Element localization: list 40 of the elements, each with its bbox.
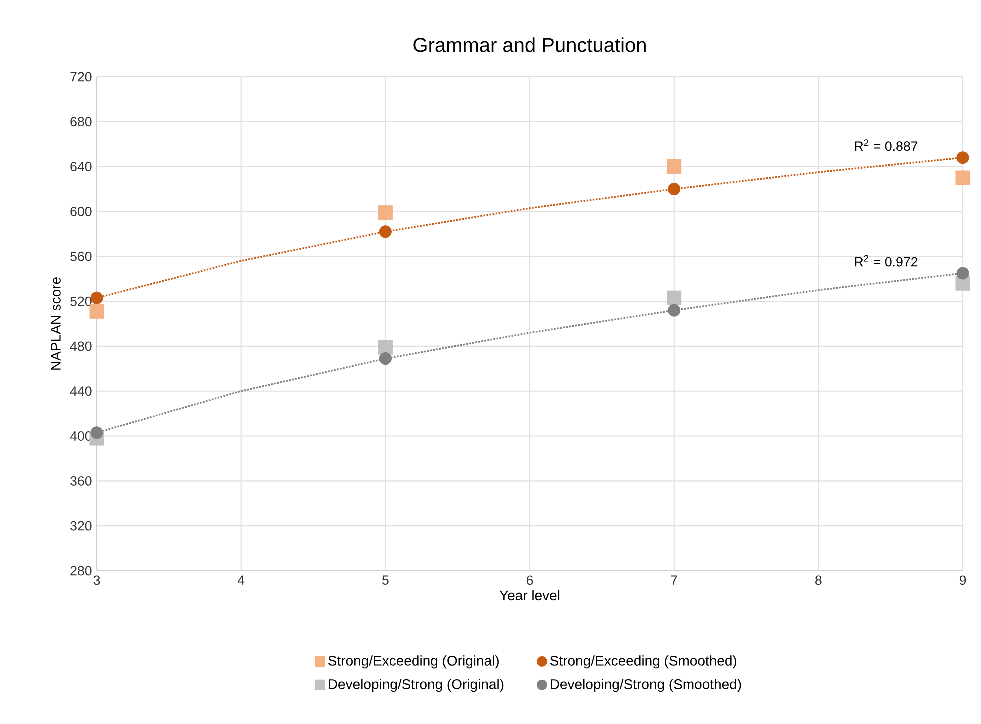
y-tick-label: 720 <box>70 72 92 82</box>
point <box>667 290 682 306</box>
chart-title: Grammar and Punctuation <box>414 38 646 52</box>
annotation: R$^{2}$ = 0.887 <box>855 140 918 152</box>
y-tick-label: 680 <box>70 117 92 127</box>
legend-label: Developing/Strong (Original) <box>329 679 504 692</box>
y-tick-label: 520 <box>70 296 92 306</box>
y-tick-label: 560 <box>70 252 92 262</box>
point <box>90 292 104 304</box>
x-tick-label: 4 <box>238 576 245 585</box>
y-tick-label: 480 <box>70 342 92 352</box>
point <box>378 206 393 220</box>
point <box>956 267 970 280</box>
point <box>668 304 681 317</box>
y-tick-label: 640 <box>70 162 92 172</box>
legend-label: Developing/Strong (Smoothed) <box>551 679 742 692</box>
y-tick-label: 360 <box>70 476 92 486</box>
x-tick-label: 3 <box>94 576 100 586</box>
y-axis-title: NAPLAN score <box>51 278 61 370</box>
point <box>378 340 393 355</box>
point <box>668 182 681 196</box>
point <box>379 226 392 238</box>
x-tick-label: 8 <box>816 576 822 586</box>
x-tick-label: 5 <box>382 576 389 585</box>
x-tick-label: 9 <box>960 576 966 586</box>
y-tick-label: 280 <box>70 566 92 576</box>
annotation: R$^{2}$ = 0.972 <box>855 255 918 267</box>
point <box>956 170 970 186</box>
x-axis-title: Year level <box>500 590 560 601</box>
legend-label: Strong/Exceeding (Original) <box>328 656 499 669</box>
y-tick-label: 440 <box>70 386 92 396</box>
y-tick-label: 600 <box>70 207 92 216</box>
point <box>379 352 392 366</box>
x-tick-label: 7 <box>671 576 678 585</box>
x-tick-label: 6 <box>526 576 534 586</box>
point <box>90 426 104 440</box>
legend-label: Strong/Exceeding (Smoothed) <box>550 656 737 669</box>
y-tick-label: 320 <box>70 521 92 531</box>
point <box>667 160 682 174</box>
point <box>956 152 970 164</box>
